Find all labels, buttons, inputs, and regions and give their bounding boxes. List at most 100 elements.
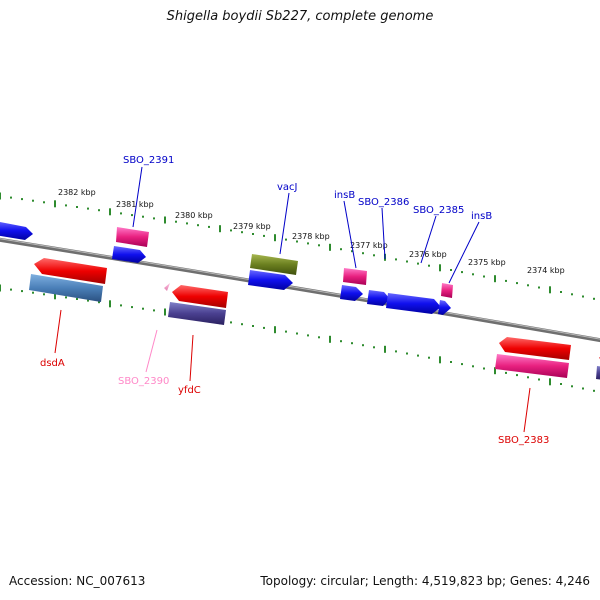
minor-tick: [483, 367, 485, 370]
minor-tick: [241, 323, 243, 326]
leader-line: [279, 192, 290, 255]
minor-tick: [296, 332, 298, 335]
minor-tick: [318, 336, 320, 339]
kbp-label: 2382 kbp: [58, 188, 96, 197]
minor-tick: [32, 291, 34, 294]
minor-tick: [98, 209, 100, 212]
minor-tick: [417, 354, 419, 357]
minor-tick: [406, 260, 408, 263]
minor-tick: [43, 201, 45, 204]
minor-tick: [516, 374, 518, 377]
gene-feature: [596, 366, 600, 380]
minor-tick: [472, 365, 474, 368]
gene-feature: [164, 283, 170, 291]
leader-line: [343, 200, 357, 269]
leader-line: [448, 221, 480, 284]
major-tick: [384, 345, 386, 353]
gene-feature: [29, 274, 103, 302]
minor-tick: [527, 376, 529, 379]
gene-label-insb: insB: [471, 211, 492, 222]
minor-tick: [120, 212, 122, 215]
gene-label-sbo2386: SBO_2386: [358, 197, 409, 208]
gene-label-sbo2385: SBO_2385: [413, 205, 464, 216]
kbp-label: 2375 kbp: [468, 258, 506, 267]
minor-tick: [373, 346, 375, 349]
gene-label-yfdc: yfdC: [178, 385, 201, 396]
leader-line: [420, 215, 437, 264]
minor-tick: [307, 242, 309, 245]
gene-label-sbo2383: SBO_2383: [498, 435, 549, 446]
minor-tick: [208, 225, 210, 228]
minor-tick: [571, 385, 573, 388]
scale-labels: 2382 kbp 2381 kbp 2380 kbp 2379 kbp 2378…: [58, 188, 565, 275]
major-tick: [494, 367, 496, 375]
major-tick: [109, 208, 111, 216]
minor-tick: [582, 295, 584, 298]
major-tick: [329, 243, 331, 251]
minor-tick: [450, 269, 452, 271]
leader-line: [54, 309, 62, 354]
gene-feature: [386, 293, 441, 314]
gene-feature: [250, 254, 298, 275]
minor-tick: [483, 275, 485, 278]
minor-tick: [417, 262, 419, 265]
genome-backbone: [0, 237, 600, 343]
minor-tick: [32, 199, 34, 202]
minor-tick: [560, 383, 562, 385]
minor-tick: [10, 288, 12, 291]
minor-tick: [142, 215, 144, 218]
minor-tick: [318, 244, 320, 247]
minor-tick: [461, 363, 463, 366]
major-tick: [329, 335, 331, 343]
minor-tick: [362, 252, 364, 255]
accession-text: Accession: NC_007613: [9, 574, 146, 588]
gene-feature: [495, 354, 569, 378]
minor-tick: [10, 196, 12, 199]
gene-feature: [34, 258, 107, 284]
minor-tick: [98, 301, 100, 304]
major-tick: [439, 356, 441, 364]
leader-line: [145, 329, 158, 373]
minor-tick: [175, 220, 177, 223]
major-tick: [219, 225, 221, 233]
minor-tick: [428, 356, 430, 359]
minor-tick: [131, 306, 133, 309]
forward-strand-features: [0, 221, 453, 315]
minor-tick: [230, 229, 232, 232]
minor-tick: [538, 378, 540, 381]
gene-feature: [248, 270, 293, 290]
gene-label-sbo2390: SBO_2390: [118, 376, 169, 387]
minor-tick: [76, 298, 78, 300]
major-tick: [0, 284, 1, 292]
major-tick: [0, 192, 1, 200]
minor-tick: [21, 290, 23, 293]
gene-feature: [499, 337, 571, 360]
gene-feature: [112, 246, 146, 263]
gene-label-dsda: dsdA: [40, 358, 65, 369]
minor-tick: [87, 299, 89, 302]
kbp-label: 2374 kbp: [527, 266, 565, 275]
minor-tick: [406, 352, 408, 355]
minor-tick: [340, 340, 342, 343]
minor-tick: [76, 206, 78, 208]
minor-tick: [263, 326, 265, 329]
major-tick: [439, 264, 441, 272]
minor-tick: [87, 207, 89, 210]
minor-tick: [285, 330, 287, 333]
minor-tick: [538, 286, 540, 289]
gene-feature: [0, 221, 33, 240]
gene-feature: [168, 302, 226, 325]
leader-line: [132, 166, 143, 228]
gene-label-vacj: vacJ: [277, 182, 298, 193]
kbp-label: 2380 kbp: [175, 211, 213, 220]
minor-tick: [351, 250, 353, 253]
minor-tick: [461, 271, 463, 274]
gene-feature: [116, 227, 149, 247]
major-tick: [54, 292, 56, 300]
major-tick: [164, 308, 166, 316]
kbp-label: 2379 kbp: [233, 222, 271, 231]
kbp-label: 2376 kbp: [409, 250, 447, 259]
major-tick: [274, 326, 276, 334]
minor-tick: [428, 264, 430, 267]
